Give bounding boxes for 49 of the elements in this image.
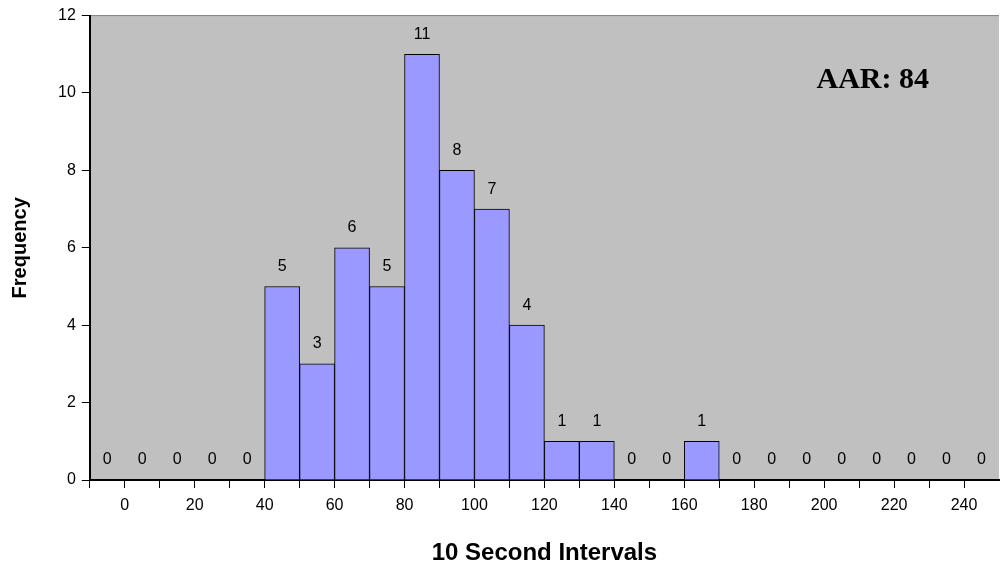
data-label: 4: [522, 295, 532, 313]
data-label: 0: [137, 450, 147, 468]
x-tick-label: 80: [395, 496, 414, 514]
data-label: 0: [102, 450, 112, 468]
data-label: 0: [207, 450, 217, 468]
data-label: 11: [413, 24, 431, 42]
x-tick-label: 20: [185, 496, 204, 514]
x-tick-label: 120: [531, 496, 558, 514]
data-label: 1: [557, 411, 567, 429]
x-tick-label: 40: [255, 496, 274, 514]
x-tick-label: 200: [810, 496, 838, 514]
y-tick-label: 4: [66, 315, 76, 333]
data-label: 0: [872, 450, 882, 468]
data-label: 0: [662, 450, 672, 468]
data-label: 0: [732, 450, 742, 468]
data-label: 0: [172, 450, 182, 468]
y-tick-label: 8: [66, 160, 76, 178]
data-label: 7: [487, 179, 497, 197]
x-tick-label: 0: [120, 496, 130, 514]
x-tick-label: 180: [740, 496, 768, 514]
data-label: 5: [277, 256, 287, 274]
x-tick-label: 160: [670, 496, 698, 514]
data-label: 0: [627, 450, 637, 468]
data-label: 0: [767, 450, 777, 468]
data-label: 1: [592, 411, 602, 429]
y-tick-label: 6: [66, 238, 76, 256]
data-label: 3: [312, 334, 322, 352]
y-tick-label: 2: [66, 393, 76, 411]
x-tick-label: 240: [950, 496, 978, 514]
y-axis-title: Frequency: [7, 196, 30, 299]
data-label: 6: [347, 218, 357, 236]
x-tick-label: 220: [880, 496, 908, 514]
data-label: 0: [942, 450, 952, 468]
data-label: 8: [452, 140, 462, 158]
y-tick-label: 0: [66, 470, 76, 488]
data-label: 0: [977, 450, 987, 468]
annotation: AAR: 84: [816, 61, 929, 95]
x-axis-title: 10 Second Intervals: [431, 538, 658, 566]
data-label: 0: [802, 450, 812, 468]
data-label: 0: [242, 450, 252, 468]
data-label: 0: [907, 450, 917, 468]
x-tick-label: 60: [325, 496, 344, 514]
data-label: 0: [837, 450, 847, 468]
data-label: 5: [382, 256, 392, 274]
x-tick-label: 140: [600, 496, 628, 514]
y-tick-label: 12: [58, 6, 76, 24]
y-tick-label: 10: [58, 83, 76, 101]
data-label: 1: [697, 411, 707, 429]
x-tick-label: 100: [461, 496, 488, 514]
